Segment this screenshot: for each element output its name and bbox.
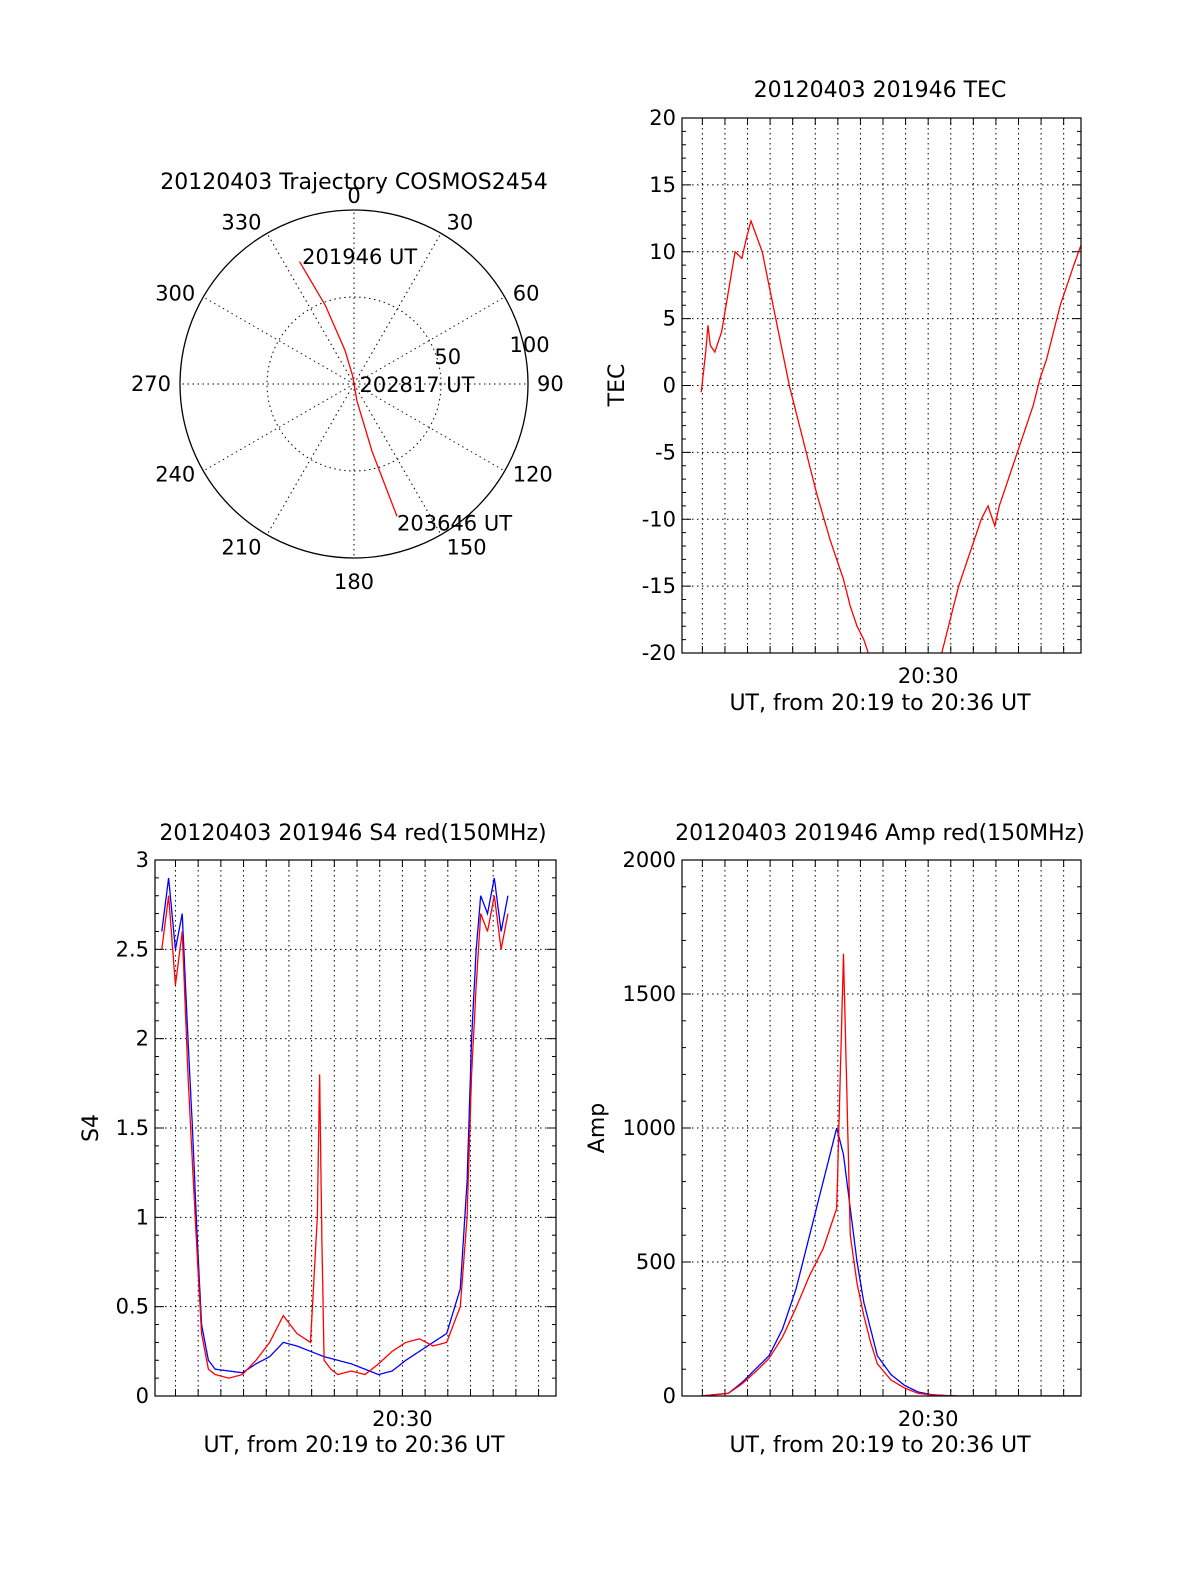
polar-spoke bbox=[266, 233, 355, 385]
polar-spoke bbox=[353, 296, 505, 385]
amp-series-1-line bbox=[701, 953, 1081, 1396]
trajectory-path bbox=[298, 261, 398, 517]
polar-angle-label: 30 bbox=[446, 210, 473, 234]
amp-ytick-label: 2000 bbox=[623, 848, 676, 872]
polar-angle-label: 0 bbox=[347, 184, 360, 208]
amp-ytick-label: 0 bbox=[663, 1384, 676, 1408]
amp-xlabel: UT, from 20:19 to 20:36 UT bbox=[729, 1433, 1031, 1458]
tec-ylabel: TEC bbox=[605, 364, 630, 408]
tec-ytick-label: -20 bbox=[642, 641, 676, 665]
polar-angle-label: 240 bbox=[155, 462, 195, 486]
tec-xtick-label: 20:30 bbox=[898, 664, 959, 688]
trajectory-title: 20120403 Trajectory COSMOS2454 bbox=[160, 170, 547, 195]
amp-ytick-label: 1500 bbox=[623, 982, 676, 1006]
amp-series-0-line bbox=[701, 1127, 1081, 1396]
tec-ytick-label: 10 bbox=[649, 240, 676, 264]
polar-outer-ring bbox=[179, 209, 529, 559]
s4-ylabel: S4 bbox=[79, 1114, 104, 1142]
tec-ytick-label: -10 bbox=[642, 507, 676, 531]
polar-ring-50 bbox=[266, 296, 442, 472]
amp-ylabel: Amp bbox=[585, 1103, 610, 1153]
polar-angle-label: 300 bbox=[155, 282, 195, 306]
tec-ytick-label: 0 bbox=[663, 374, 676, 398]
polar-angle-label: 60 bbox=[513, 282, 540, 306]
tec-plot: 20120403 201946 TEC UT, from 20:19 to 20… bbox=[605, 78, 1082, 716]
polar-angle-label: 90 bbox=[537, 372, 564, 396]
s4-ytick-label: 2.5 bbox=[116, 937, 149, 961]
s4-ytick-label: 2 bbox=[136, 1027, 149, 1051]
polar-radial-label: 100 bbox=[510, 333, 550, 357]
polar-angle-label: 210 bbox=[221, 536, 261, 560]
tec-xlabel: UT, from 20:19 to 20:36 UT bbox=[729, 691, 1031, 716]
polar-spoke bbox=[353, 383, 505, 472]
tec-ytick-label: -5 bbox=[655, 440, 676, 464]
polar-spoke bbox=[203, 383, 355, 472]
tec-ytick-label: -15 bbox=[642, 574, 676, 598]
tec-ytick-label: 5 bbox=[663, 307, 676, 331]
polar-spoke bbox=[203, 296, 355, 385]
s4-series-1-line bbox=[161, 895, 509, 1379]
s4-xlabel: UT, from 20:19 to 20:36 UT bbox=[203, 1433, 505, 1458]
tec-series-0-line bbox=[700, 218, 1081, 653]
amp-plot: 20120403 201946 Amp red(150MHz) UT, from… bbox=[585, 821, 1085, 1458]
amp-plot-frame bbox=[681, 859, 1082, 1397]
amp-title: 20120403 201946 Amp red(150MHz) bbox=[675, 821, 1085, 846]
s4-ytick-label: 3 bbox=[136, 848, 149, 872]
polar-spoke bbox=[266, 383, 355, 535]
polar-angle-label: 120 bbox=[513, 462, 553, 486]
polar-spoke bbox=[353, 233, 442, 385]
tec-title: 20120403 201946 TEC bbox=[754, 78, 1007, 103]
amp-ytick-label: 1000 bbox=[623, 1116, 676, 1140]
polar-angle-label: 330 bbox=[221, 210, 261, 234]
trajectory-polar-plot: 20120403 Trajectory COSMOS2454 0 30 60 90 12… bbox=[131, 170, 564, 594]
tec-ytick-label: 15 bbox=[649, 173, 676, 197]
s4-plot-frame bbox=[154, 859, 557, 1397]
s4-series-0-line bbox=[161, 877, 509, 1376]
trajectory-time-label: 201946 UT bbox=[302, 245, 417, 269]
polar-angle-label: 180 bbox=[334, 570, 374, 594]
s4-ytick-label: 1.5 bbox=[116, 1116, 149, 1140]
polar-angle-label: 150 bbox=[446, 536, 486, 560]
polar-spoke bbox=[353, 383, 442, 535]
tec-plot-frame bbox=[681, 117, 1082, 654]
trajectory-time-label: 203646 UT bbox=[397, 511, 512, 535]
s4-ytick-label: 1 bbox=[136, 1205, 149, 1229]
s4-ytick-label: 0 bbox=[136, 1384, 149, 1408]
s4-title: 20120403 201946 S4 red(150MHz) bbox=[159, 821, 546, 846]
polar-angle-label: 270 bbox=[131, 372, 171, 396]
tec-ytick-label: 20 bbox=[649, 106, 676, 130]
polar-radial-label: 50 bbox=[434, 345, 461, 369]
s4-plot: 20120403 201946 S4 red(150MHz) UT, from … bbox=[79, 821, 557, 1458]
s4-xtick-label: 20:30 bbox=[372, 1407, 433, 1431]
s4-ytick-label: 0.5 bbox=[116, 1295, 149, 1319]
amp-xtick-label: 20:30 bbox=[898, 1407, 959, 1431]
trajectory-time-label: 202817 UT bbox=[359, 373, 474, 397]
amp-ytick-label: 500 bbox=[636, 1250, 676, 1274]
